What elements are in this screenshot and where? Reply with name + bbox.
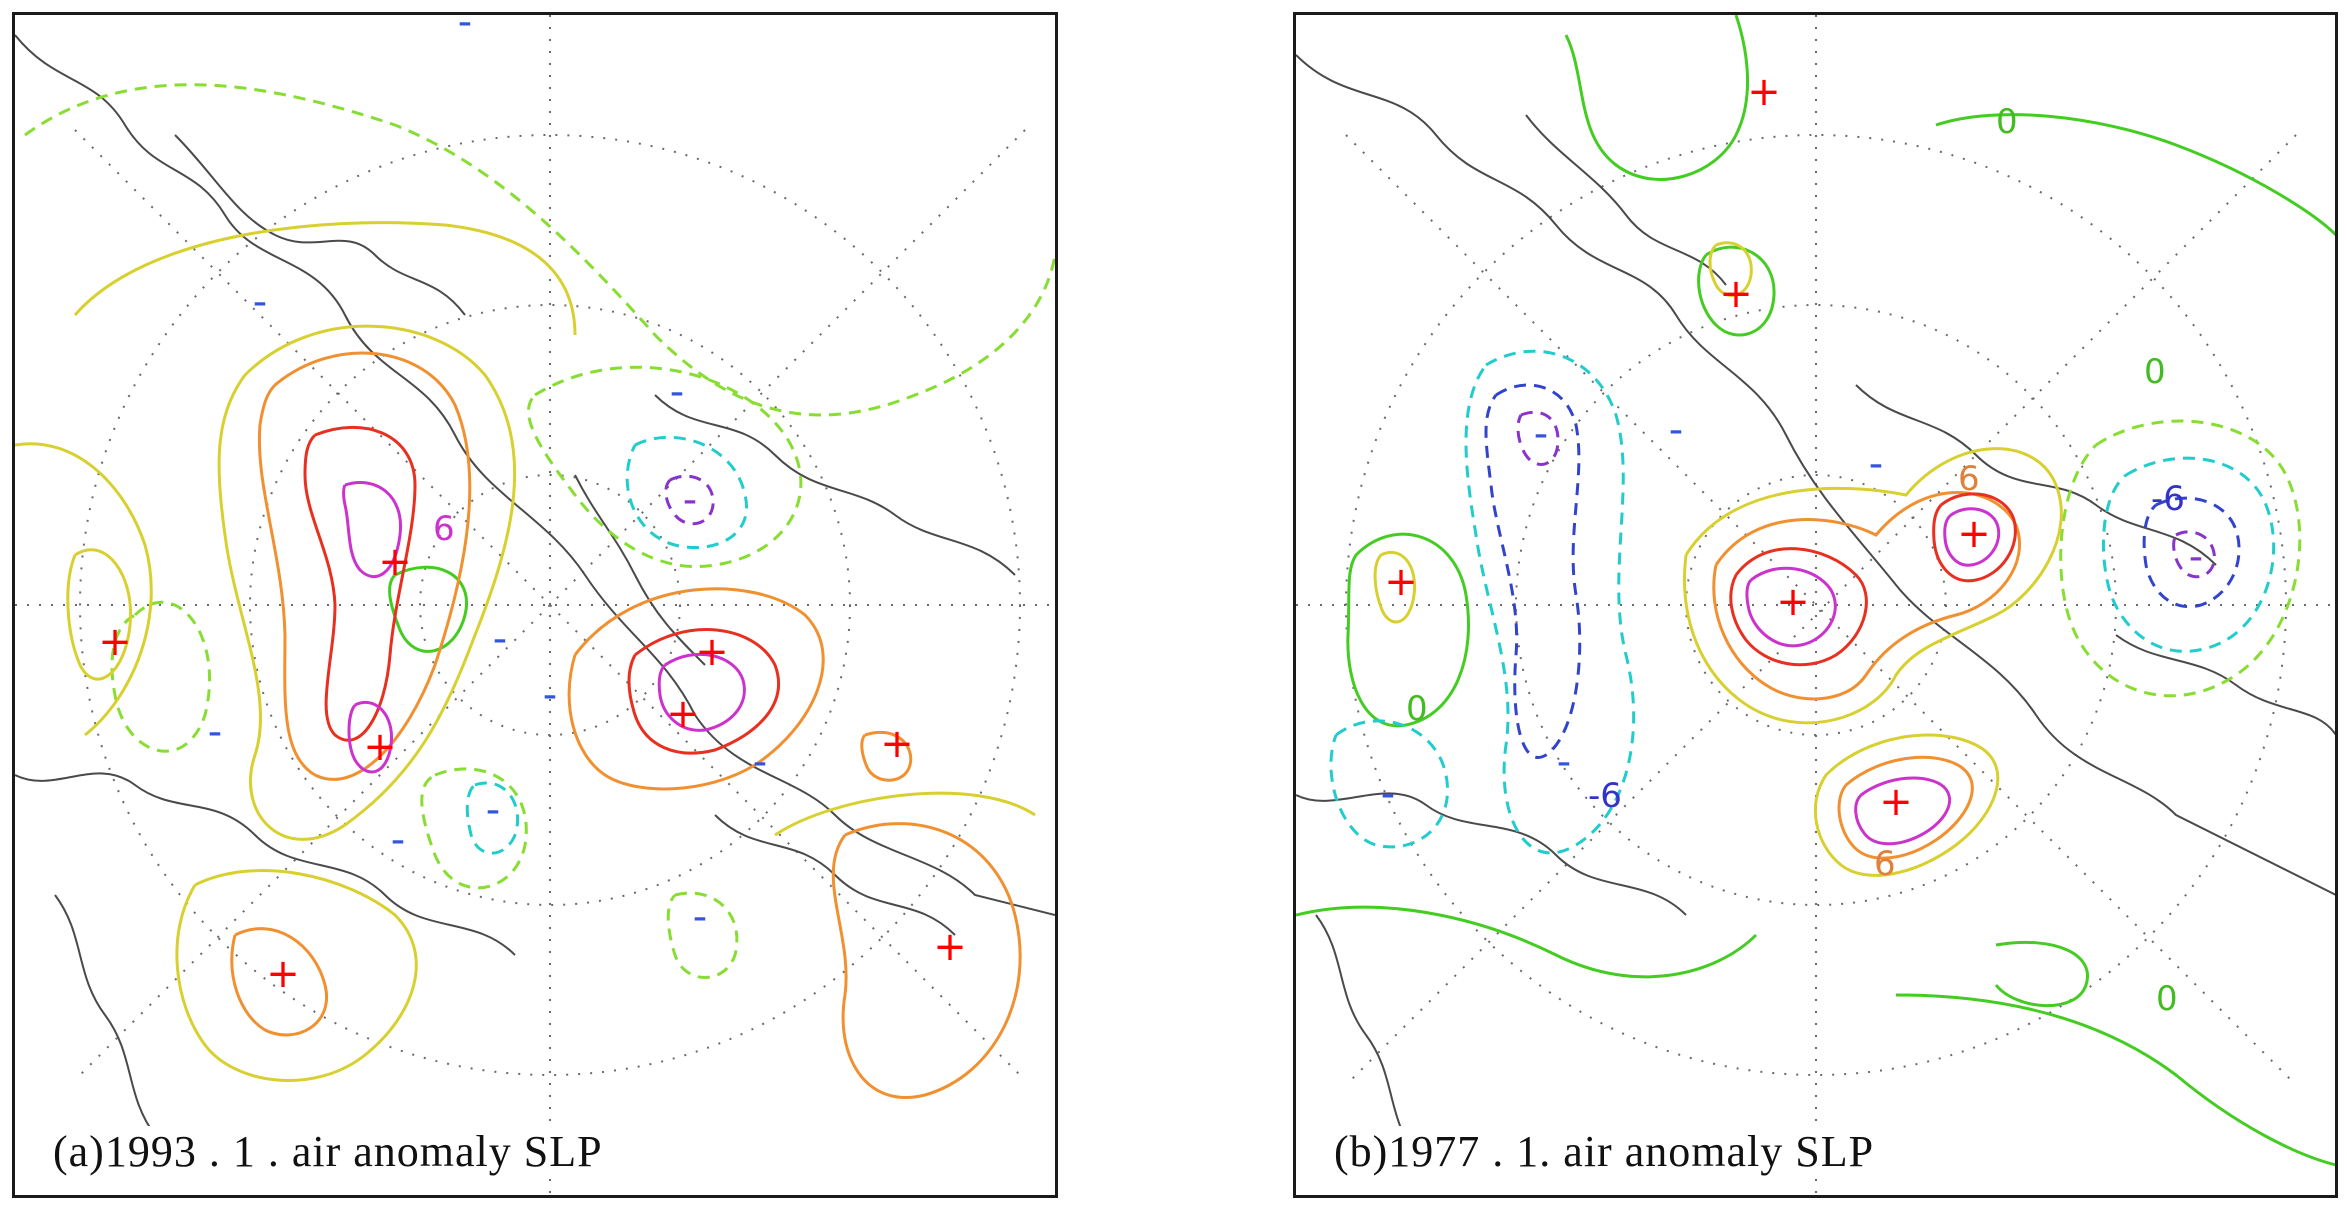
contour-label: 6: [433, 509, 455, 549]
low-marker: -: [543, 672, 557, 718]
panel-a-svg: + + + + + + + + - - - - - - - - - - - 6: [15, 15, 1055, 1195]
coastlines: [1296, 54, 2335, 1156]
low-marker: -: [208, 709, 222, 755]
low-marker: -: [670, 369, 684, 415]
low-marker: -: [1381, 771, 1395, 817]
high-marker: +: [1776, 579, 1810, 625]
high-marker: +: [695, 629, 729, 675]
contour-label: 0: [1406, 689, 1428, 729]
contour-label: 6: [1958, 459, 1980, 499]
contour-label: 0: [2144, 352, 2166, 392]
low-marker: -: [1669, 407, 1683, 453]
contour-label: -6: [2151, 479, 2185, 519]
lat-lon-grid: [15, 15, 1055, 1195]
high-marker: +: [378, 539, 412, 585]
low-marker: -: [1534, 411, 1548, 457]
contour-label: 0: [2156, 979, 2178, 1019]
low-marker: -: [1557, 739, 1571, 785]
panel-b-map: + + + + + + - - - - - - -6 -6 6 6 0 0 0 …: [1293, 12, 2338, 1198]
high-marker: +: [266, 951, 300, 997]
high-marker: +: [933, 924, 967, 970]
high-marker: +: [1879, 779, 1913, 825]
contour-labels: 6: [433, 509, 455, 549]
panel-b-svg: + + + + + + - - - - - - -6 -6 6 6 0 0 0 …: [1296, 15, 2335, 1195]
low-marker: -: [2189, 534, 2203, 580]
pressure-markers: + + + + + + - - - - - -: [1381, 69, 2203, 825]
high-marker: +: [1747, 69, 1781, 115]
low-marker: -: [458, 15, 472, 45]
low-marker: -: [693, 894, 707, 940]
high-marker: +: [363, 724, 397, 770]
low-marker: -: [1869, 441, 1883, 487]
high-marker: +: [1957, 511, 1991, 557]
low-marker: -: [753, 739, 767, 785]
contour-labels: -6 -6 6 6 0 0 0 0: [1406, 102, 2185, 1019]
high-marker: +: [880, 721, 914, 767]
coastlines: [15, 34, 1055, 1136]
panel-b-caption: (b)1977 . 1. air anomaly SLP: [1328, 1126, 1881, 1177]
low-marker: -: [486, 787, 500, 833]
contours: [15, 83, 1055, 1099]
high-marker: +: [1719, 271, 1753, 317]
high-marker: +: [98, 619, 132, 665]
high-marker: +: [1384, 559, 1418, 605]
low-marker: -: [391, 817, 405, 863]
high-marker: +: [666, 691, 700, 737]
panel-a-map: + + + + + + + + - - - - - - - - - - - 6 …: [12, 12, 1058, 1198]
contour-label: 0: [1996, 102, 2018, 142]
panel-a-caption: (a)1993 . 1 . air anomaly SLP: [47, 1126, 609, 1177]
contours: [1296, 15, 2335, 1167]
low-marker: -: [683, 477, 697, 523]
pressure-markers: + + + + + + + + - - - - - - - - - - -: [98, 15, 967, 997]
low-marker: -: [253, 279, 267, 325]
low-marker: -: [493, 616, 507, 662]
contour-label: 6: [1874, 844, 1896, 884]
contour-label: -6: [1588, 776, 1622, 816]
